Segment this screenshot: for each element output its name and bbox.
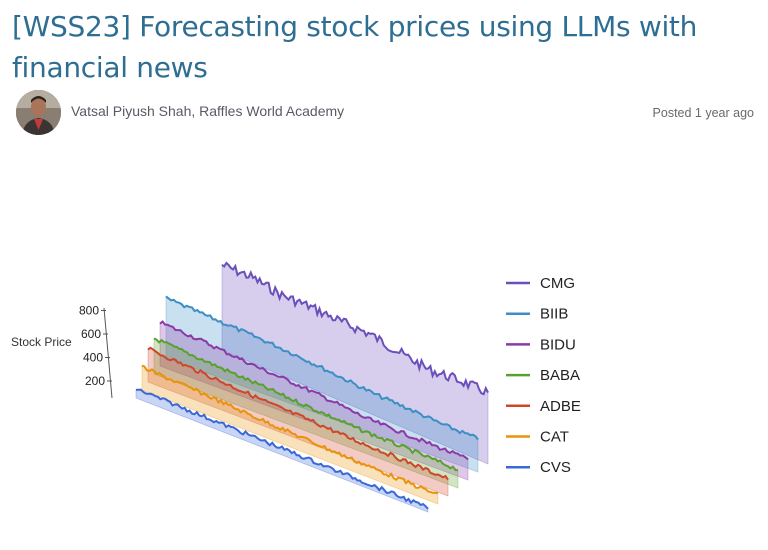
legend-label: CVS — [540, 459, 571, 476]
z-axis-line — [103, 307, 113, 399]
z-tick-label: 800 — [79, 304, 99, 318]
legend-item-bidu: BIDU — [506, 336, 576, 353]
legend-item-cvs: CVS — [506, 459, 571, 476]
series-line-cat — [141, 364, 439, 494]
chart-svg: 200 400 600 800 Stock Price CMG BIIB BIDU BABA A… — [11, 261, 581, 513]
legend-label: BABA — [540, 367, 580, 384]
series-cat — [141, 364, 439, 505]
series-line-cmg — [221, 261, 489, 396]
legend-label: ADBE — [540, 398, 581, 415]
series-line-baba — [153, 337, 459, 472]
legend-item-adbe: ADBE — [506, 398, 581, 415]
stock-price-chart: 200 400 600 800 Stock Price CMG BIIB BIDU BABA A… — [0, 245, 768, 545]
legend-label: CMG — [540, 275, 575, 292]
series-baba — [153, 337, 459, 489]
author-name[interactable]: Vatsal Piyush Shah, Raffles World Academ… — [71, 103, 345, 119]
series-line-biib — [165, 295, 479, 441]
legend-label: CAT — [540, 429, 569, 446]
avatar-image — [16, 90, 61, 135]
legend-item-baba: BABA — [506, 367, 580, 384]
series-cvs — [135, 388, 429, 513]
legend-label: BIDU — [540, 336, 576, 353]
z-axis: 200 400 600 800 Stock Price — [11, 304, 113, 399]
author-avatar[interactable] — [16, 90, 61, 135]
series-line-cvs — [135, 388, 429, 510]
legend-item-cat: CAT — [506, 429, 569, 446]
posted-time: Posted 1 year ago — [652, 106, 754, 120]
legend: CMG BIIB BIDU BABA ADBE CAT CVS — [506, 275, 581, 476]
z-tick-label: 600 — [81, 327, 101, 341]
z-tick-label: 200 — [85, 374, 105, 388]
post-title: [WSS23] Forecasting stock prices using L… — [12, 10, 698, 84]
series-line-adbe — [147, 346, 449, 481]
series-layer — [135, 261, 489, 513]
z-tick-label: 400 — [83, 351, 103, 365]
legend-item-cmg: CMG — [506, 275, 575, 292]
series-line-bidu — [159, 320, 469, 461]
series-biib — [165, 295, 479, 473]
legend-item-biib: BIIB — [506, 306, 568, 323]
z-axis-label: Stock Price — [11, 335, 72, 349]
legend-label: BIIB — [540, 306, 568, 323]
series-adbe — [147, 346, 449, 497]
